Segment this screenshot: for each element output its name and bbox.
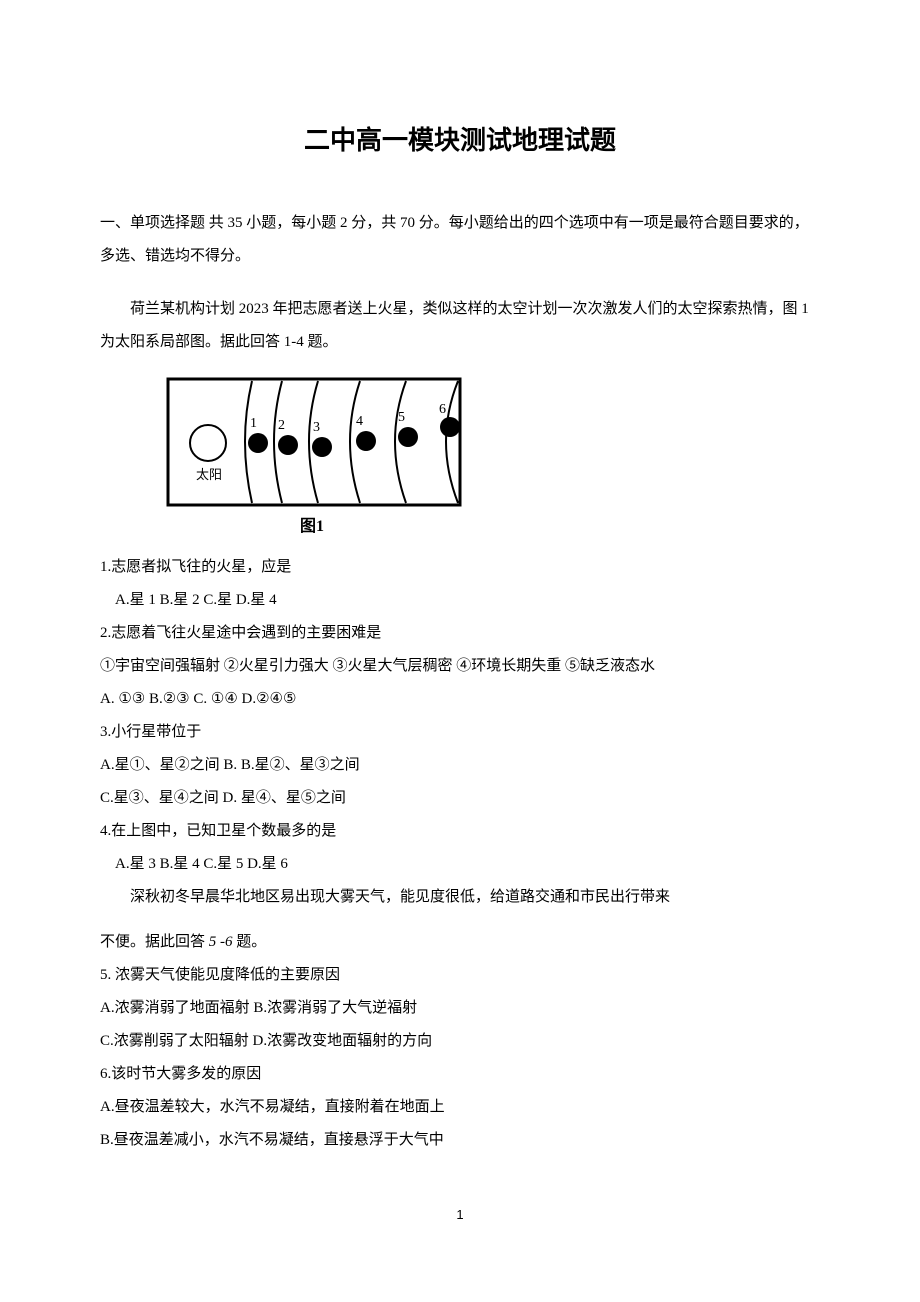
question-2-options: A. ①③ B.②③ C. ①④ D.②④⑤ bbox=[100, 683, 820, 716]
question-6: 6.该时节大雾多发的原因 bbox=[100, 1058, 820, 1091]
figure-1: 太阳 1 2 3 4 5 6 图1 bbox=[160, 371, 820, 541]
question-2: 2.志愿着飞往火星途中会遇到的主要困难是 bbox=[100, 617, 820, 650]
question-5-options-a: A.浓雾消弱了地面福射 B.浓雾消弱了大气逆福射 bbox=[100, 992, 820, 1025]
svg-text:4: 4 bbox=[356, 414, 363, 429]
passage-2-range: 5 -6 bbox=[209, 934, 233, 950]
passage-2-text-d: 题。 bbox=[233, 934, 267, 950]
solar-system-diagram: 太阳 1 2 3 4 5 6 图1 bbox=[160, 371, 480, 541]
question-5-options-b: C.浓雾削弱了太阳辐射 D.浓雾改变地面辐射的方向 bbox=[100, 1025, 820, 1058]
exam-title: 二中高一模块测试地理试题 bbox=[100, 120, 820, 157]
svg-text:5: 5 bbox=[398, 410, 405, 425]
question-6-option-a: A.昼夜温差较大，水汽不易凝结，直接附着在地面上 bbox=[100, 1091, 820, 1124]
passage-1: 荷兰某机构计划 2023 年把志愿者送上火星，类似这样的太空计划一次次激发人们的… bbox=[100, 293, 820, 359]
svg-text:3: 3 bbox=[313, 420, 320, 435]
section-instruction: 一、单项选择题 共 35 小题，每小题 2 分，共 70 分。每小题给出的四个选… bbox=[100, 207, 820, 273]
question-3-options-a: A.星①、星②之间 B. B.星②、星③之间 bbox=[100, 749, 820, 782]
question-3-options-b: C.星③、星④之间 D. 星④、星⑤之间 bbox=[100, 782, 820, 815]
passage-2-line1: 深秋初冬早晨华北地区易出现大雾天气，能见度很低，给道路交通和市民出行带来 bbox=[100, 881, 820, 914]
svg-text:2: 2 bbox=[278, 418, 285, 433]
svg-text:1: 1 bbox=[250, 416, 257, 431]
question-1-options: A.星 1 B.星 2 C.星 D.星 4 bbox=[100, 584, 820, 617]
question-1: 1.志愿者拟飞往的火星，应是 bbox=[100, 551, 820, 584]
passage-2-text-b: 不便。据此回答 bbox=[100, 934, 209, 950]
sun-label: 太阳 bbox=[196, 467, 222, 482]
question-5: 5. 浓雾天气使能见度降低的主要原因 bbox=[100, 959, 820, 992]
question-3: 3.小行星带位于 bbox=[100, 716, 820, 749]
question-6-option-b: B.昼夜温差减小，水汽不易凝结，直接悬浮于大气中 bbox=[100, 1124, 820, 1157]
passage-2-line2: 不便。据此回答 5 -6 题。 bbox=[100, 926, 820, 959]
page-number: 1 bbox=[100, 1207, 820, 1222]
question-4-options: A.星 3 B.星 4 C.星 5 D.星 6 bbox=[100, 848, 820, 881]
figure-caption: 图1 bbox=[300, 517, 324, 535]
svg-text:6: 6 bbox=[439, 402, 446, 417]
question-2-choices: ①宇宙空间强辐射 ②火星引力强大 ③火星大气层稠密 ④环境长期失重 ⑤缺乏液态水 bbox=[100, 650, 820, 683]
question-4: 4.在上图中，已知卫星个数最多的是 bbox=[100, 815, 820, 848]
